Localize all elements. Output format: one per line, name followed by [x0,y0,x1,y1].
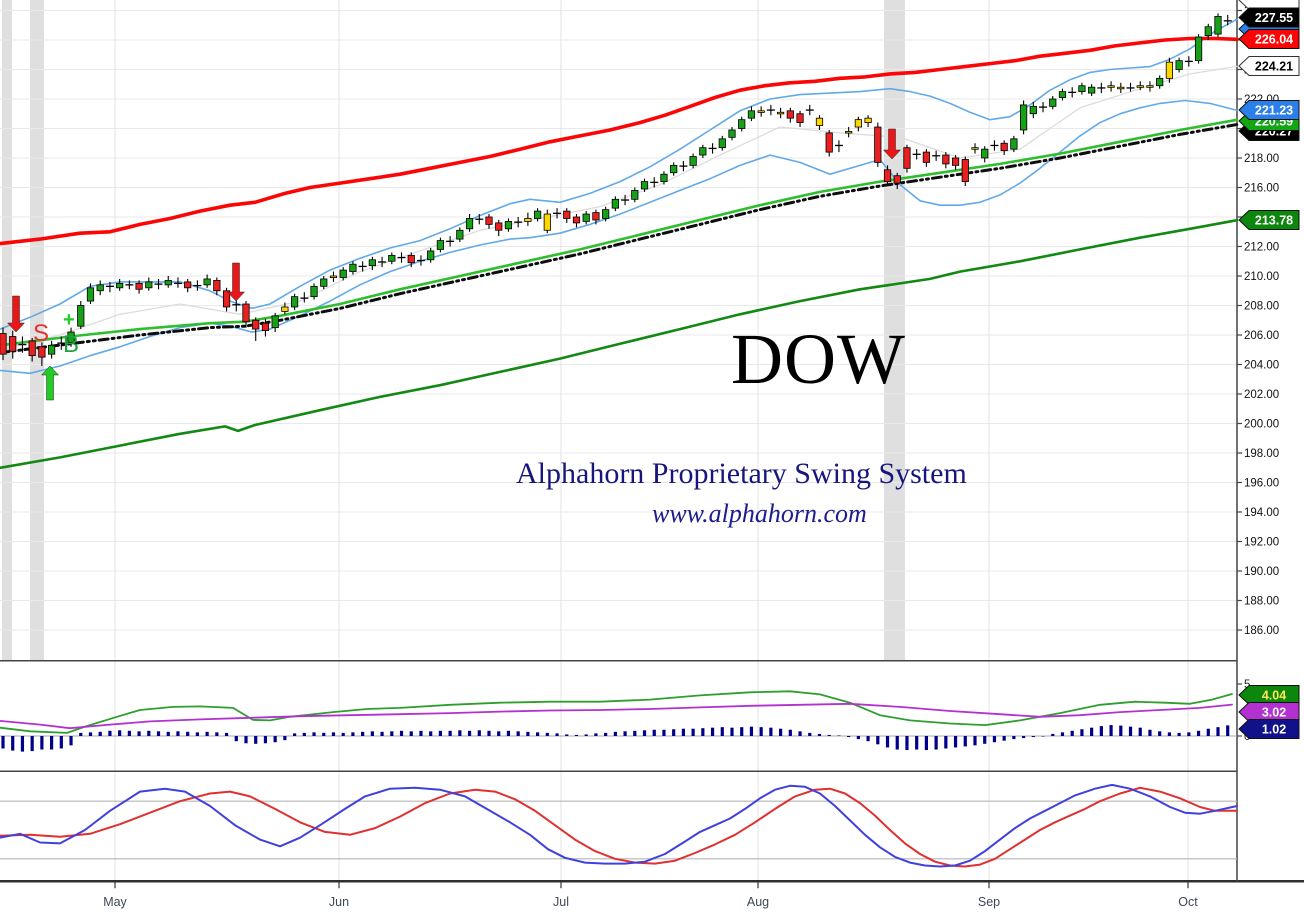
buy-arrow-icon [40,365,60,401]
oscillator-purple-line [0,702,1233,730]
month-label: Jul [553,895,569,909]
oscillator-badge [1238,685,1300,705]
price-badge [1238,100,1300,120]
y-axis-label: 212.00 [1244,242,1279,254]
month-label: Oct [1178,895,1198,909]
y-axis-label: 200.00 [1244,419,1279,431]
price-badge [1238,210,1300,230]
watermark-system-name: Alphahorn Proprietary Swing System [516,457,967,490]
y-axis-label: 218.00 [1244,153,1279,165]
highlight-band [884,0,905,661]
oscillator-plot-area[interactable] [0,662,1237,771]
month-label: Sep [978,895,1000,909]
stochastic-blue-line [0,783,1238,868]
sell-marker-label: S [33,320,49,347]
price-badge [1238,56,1300,76]
month-label: May [103,895,127,909]
month-label: Jun [329,895,349,909]
badge-value: 4.04 [1262,688,1286,702]
badge-value: 227.55 [1255,11,1293,25]
y-axis-label: 194.00 [1244,507,1279,519]
badge-value: 224.21 [1255,59,1293,73]
y-axis-label: 188.00 [1244,596,1279,608]
black-dash-trend-line [0,123,1239,355]
bollinger-middle-line [0,65,1238,351]
price-badge [1238,0,1300,10]
buy-plus-marker: + [63,309,75,331]
y-axis-label: 216.00 [1244,183,1279,195]
buy-marker-label: B [63,331,79,358]
oscillator-histogram [1,725,1230,752]
y-axis-label: 196.00 [1244,478,1279,490]
watermark-website: www.alphahorn.com [652,499,867,528]
month-label: Aug [747,895,769,909]
y-axis-label: 202.00 [1244,389,1279,401]
oscillator-axis-label: 5 [1244,679,1250,691]
light-green-swing-line [0,118,1239,347]
sell-arrow-icon [882,128,902,160]
candles-layer [0,13,1232,366]
y-axis-label: 190.00 [1244,566,1279,578]
y-axis-label: 198.00 [1244,448,1279,460]
y-axis-label: 192.00 [1244,537,1279,549]
y-axis-label: 210.00 [1244,271,1279,283]
y-axis-label: 204.00 [1244,360,1279,372]
oscillator-badge [1238,702,1300,722]
y-axis-label: 206.00 [1244,330,1279,342]
price-badge [1238,29,1300,49]
oscillator-badge [1238,719,1300,739]
sell-arrow-icon [6,295,26,333]
badge-value: 1.02 [1262,722,1286,736]
red-upper-channel-line [0,36,1239,246]
highlight-band [30,0,44,661]
y-axis-label: 186.00 [1244,625,1279,637]
sell-arrow-icon [226,262,246,302]
badge-value: 226.04 [1255,32,1293,46]
oscillator-green-line [0,690,1233,734]
dark-green-lower-channel-line [0,218,1239,470]
symbol-title: DOW [731,319,906,399]
price-badge [1238,7,1300,28]
stochastic-plot-area[interactable] [0,772,1237,880]
badge-value: 213.78 [1255,213,1293,227]
stochastic-red-line [0,786,1238,868]
badge-value: 221.23 [1255,103,1293,117]
y-axis-label: 208.00 [1244,301,1279,313]
badge-value: 3.02 [1262,705,1286,719]
main-chart-plot-area[interactable] [0,0,1237,661]
highlight-band [2,0,12,661]
